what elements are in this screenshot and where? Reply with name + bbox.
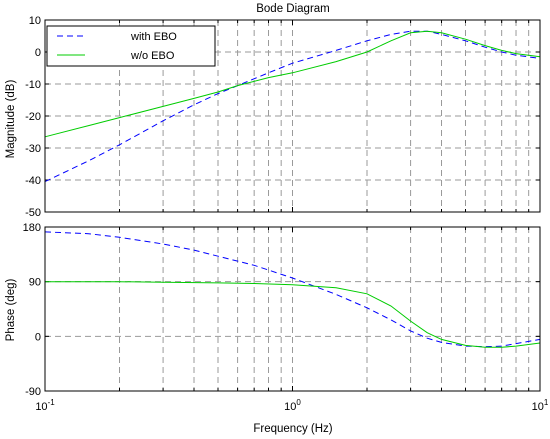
legend-box	[46, 25, 216, 67]
x-tick-label: 100	[284, 398, 301, 413]
magnitude-tick-label: 0	[35, 47, 41, 59]
magnitude-axes-frame	[44, 19, 541, 213]
magnitude-tick-label: -20	[25, 111, 41, 123]
magnitude-series-with-ebo	[44, 30, 541, 183]
phase-tick-label: 180	[23, 222, 41, 234]
phase-panel: 180 90 0 -90	[23, 222, 541, 398]
magnitude-tick-label: -40	[25, 175, 41, 187]
x-axis-label: Frequency (Hz)	[253, 423, 332, 435]
magnitude-axis-label: Magnitude (dB)	[5, 80, 17, 159]
phase-axes-frame	[44, 226, 541, 392]
legend: with EBO w/o EBO	[46, 25, 216, 67]
legend-label-with-ebo: with EBO	[130, 31, 177, 43]
legend-label-without-ebo: w/o EBO	[130, 50, 175, 62]
phase-tick-label: -90	[25, 386, 41, 398]
magnitude-tick-label: -10	[25, 79, 41, 91]
phase-tick-label: 90	[29, 277, 41, 289]
magnitude-tick-label: -50	[25, 207, 41, 219]
x-tick-label: 10-1	[35, 398, 55, 413]
phase-series-with-ebo	[44, 231, 541, 348]
phase-axis-label: Phase (deg)	[5, 279, 17, 342]
magnitude-series-without-ebo	[44, 30, 541, 138]
magnitude-tick-label: 10	[29, 15, 41, 27]
chart-title: Bode Diagram	[256, 3, 330, 15]
magnitude-tick-label: -30	[25, 143, 41, 155]
phase-series-without-ebo	[45, 281, 541, 348]
x-tick-label: 101	[532, 398, 549, 413]
phase-tick-label: 0	[35, 331, 41, 343]
